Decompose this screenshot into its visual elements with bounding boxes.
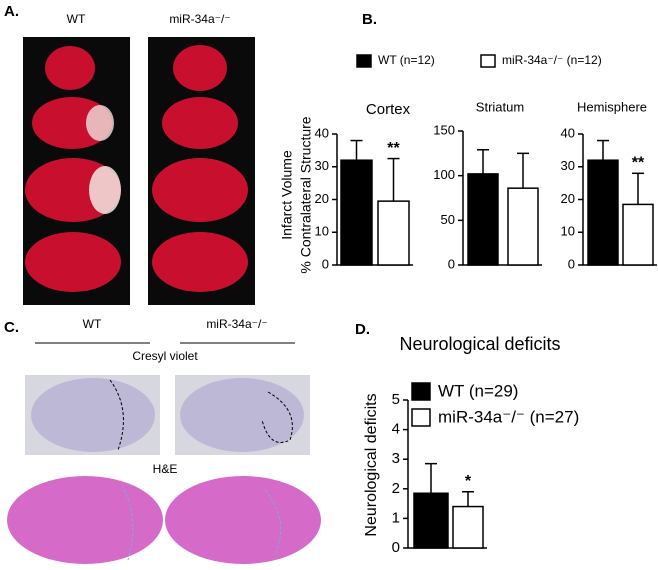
y-tick-label: 1 [392,509,400,526]
y-tick-label: 0 [322,256,329,271]
panel-label: A. [4,3,19,20]
group-label: WT [67,12,86,26]
chart-title: Striatum [476,99,524,114]
y-tick-label: 30 [561,158,575,173]
legend-swatch [480,54,496,68]
chart-title: Cortex [366,101,411,118]
y-tick-label: 40 [561,125,575,140]
legend-swatch [356,54,372,68]
y-tick-label: 10 [561,224,575,239]
y-tick-label: 10 [315,224,329,239]
legend-swatch [411,408,431,427]
y-tick-label: 0 [568,256,575,271]
panel-label: D. [355,321,370,338]
y-tick-label: 2 [392,480,400,497]
legend-label: WT (n=29) [438,381,518,400]
y-axis-label: % Contralateral Structure [298,116,314,273]
y-tick-label: 50 [441,212,455,227]
histology [7,375,321,564]
legend-label: miR-34a⁻/⁻ (n=27) [438,407,579,426]
panel-label: B. [362,11,377,28]
significance: * [465,473,472,490]
significance: ** [632,155,645,172]
bar [507,187,539,266]
y-tick-label: 30 [315,158,329,173]
y-tick-label: 40 [315,125,329,140]
y-axis-label: Infarct Volume [279,150,295,240]
group-label: miR-34a⁻/⁻ [169,12,230,26]
bar [622,203,654,266]
y-tick-label: 20 [315,191,329,206]
y-tick-label: 4 [392,421,400,438]
bar [377,200,410,266]
y-tick-label: 100 [433,167,455,182]
y-tick-label: 5 [392,391,400,408]
significance: ** [387,140,400,157]
bar [452,505,484,549]
chart-title: Neurological deficits [399,334,560,354]
stain-label: Cresyl violet [132,349,198,363]
bar [340,159,373,266]
chart-title: Hemisphere [577,99,647,114]
legend-label: miR-34a⁻/⁻ (n=12) [502,53,602,67]
bar [413,492,449,549]
stain-label: H&E [153,462,178,476]
y-tick-label: 0 [392,539,400,556]
y-tick-label: 3 [392,450,400,467]
y-tick-label: 0 [448,256,455,271]
y-axis-label: Neurological deficits [363,393,380,536]
panel-label: C. [4,319,19,336]
y-tick-label: 20 [561,191,575,206]
bar [467,173,499,266]
bar [587,159,619,266]
legend-label: WT (n=12) [378,53,435,67]
legend-swatch [411,382,431,401]
group-label: WT [83,317,102,331]
y-tick-label: 150 [433,122,455,137]
group-label: miR-34a⁻/⁻ [206,317,267,331]
brain-slices [23,37,255,305]
